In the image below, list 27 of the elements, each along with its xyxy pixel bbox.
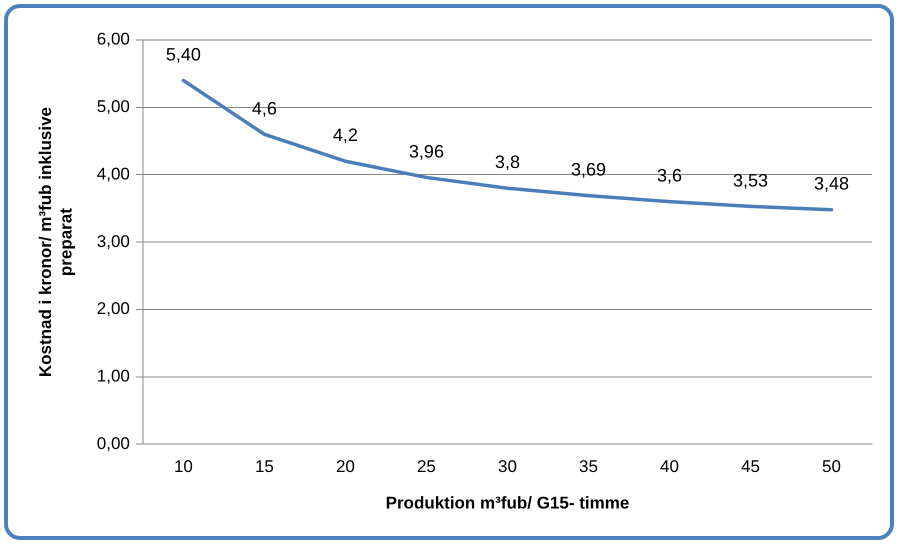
data-label: 3,6 xyxy=(656,166,682,186)
x-tick-label: 25 xyxy=(416,457,436,476)
data-label: 3,48 xyxy=(814,174,850,194)
x-tick-label: 35 xyxy=(578,457,598,476)
data-label: 4,2 xyxy=(332,125,358,146)
x-tick-label: 45 xyxy=(741,457,760,476)
y-tick-label: 5,00 xyxy=(96,97,130,116)
data-label: 3,8 xyxy=(494,152,520,172)
x-tick-label: 20 xyxy=(336,457,355,476)
data-label: 4,6 xyxy=(252,98,277,118)
y-tick-label: 6,00 xyxy=(96,30,130,49)
data-label: 3,53 xyxy=(732,170,768,190)
data-label: 3,69 xyxy=(570,160,606,180)
y-tick-label: 2,00 xyxy=(96,299,130,318)
data-label: 5,40 xyxy=(166,44,201,64)
y-axis-title: Kostnad i kronor/ m³fub inklusive preparat xyxy=(36,107,76,378)
x-tick-label: 40 xyxy=(660,457,679,476)
y-tick-label: 3,00 xyxy=(96,232,130,251)
y-tick-label: 1,00 xyxy=(96,366,130,386)
x-tick-label: 15 xyxy=(254,457,274,476)
y-tick-label: 4,00 xyxy=(96,164,130,184)
x-tick-label: 50 xyxy=(822,457,841,476)
data-label: 3,96 xyxy=(408,141,444,162)
x-axis-title: Produktion m³fub/ G15- timme xyxy=(386,493,630,512)
y-tick-label: 0,00 xyxy=(96,434,130,453)
x-tick-label: 30 xyxy=(498,457,517,476)
x-tick-label: 10 xyxy=(174,457,193,476)
